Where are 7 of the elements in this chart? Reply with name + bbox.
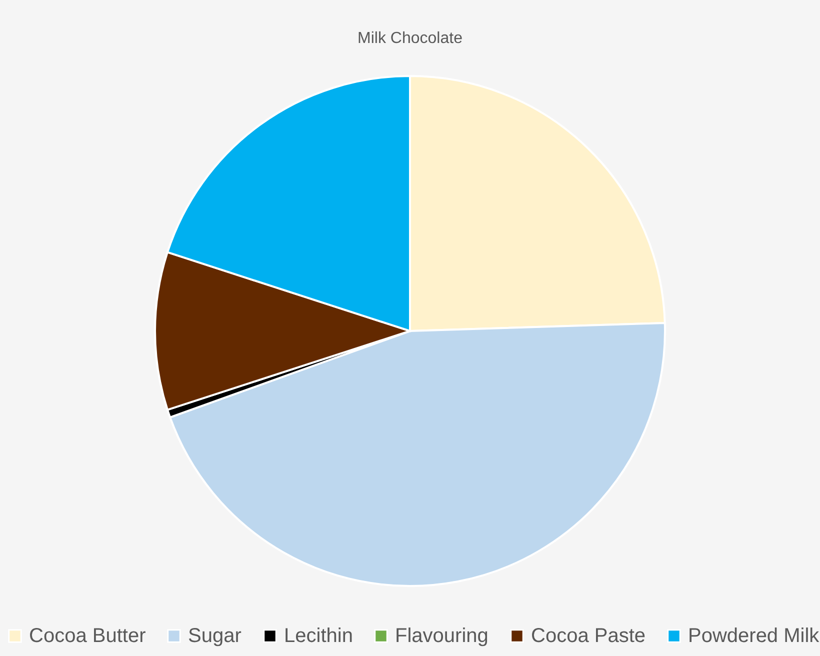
legend-label: Cocoa Butter — [29, 625, 146, 647]
legend-label: Lecithin — [284, 625, 353, 647]
legend-label: Cocoa Paste — [531, 625, 646, 647]
legend-label: Powdered Milk — [688, 625, 820, 647]
chart-title: Milk Chocolate — [358, 30, 463, 47]
legend-label: Sugar — [188, 625, 242, 647]
legend-label: Flavouring — [395, 625, 488, 647]
